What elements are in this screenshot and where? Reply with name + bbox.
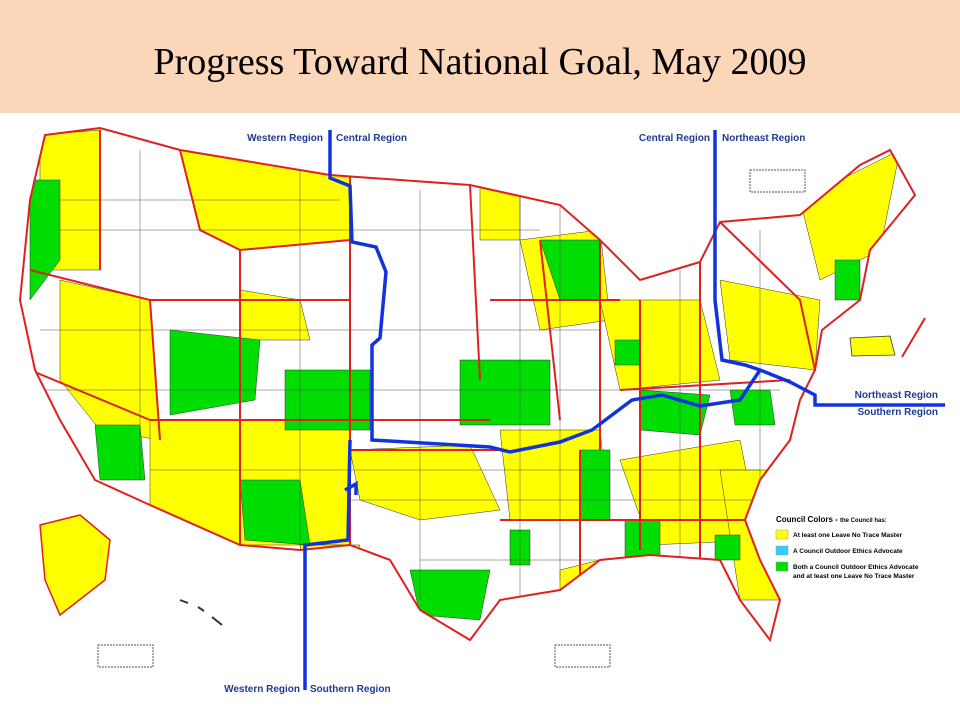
legend-title: Council Colors - the Council has: [776, 515, 887, 524]
inset-box [554, 644, 611, 668]
title: Progress Toward National Goal, May 2009 [153, 41, 806, 83]
legend-label: Both a Council Outdoor Ethics Advocate [793, 564, 919, 571]
region-label: Central Region [639, 133, 710, 144]
inset-box [749, 169, 806, 193]
hawaii [179, 599, 223, 626]
legend-subtitle: the Council has: [840, 518, 887, 524]
region-label: Southern Region [310, 684, 391, 695]
region-label: Western Region [247, 133, 323, 144]
region-label: Southern Region [857, 407, 938, 418]
puerto-rico [849, 335, 896, 357]
legend: Council Colors - the Council has: At lea… [775, 515, 919, 580]
divider [901, 317, 926, 358]
header-band [0, 0, 960, 113]
legend-swatch [775, 529, 789, 540]
legend-label: At least one Leave No Trace Master [793, 532, 903, 539]
legend-title-main: Council Colors - [776, 515, 840, 524]
legend-label: A Council Outdoor Ethics Advocate [793, 548, 903, 555]
alaska [39, 514, 111, 617]
inset-box [97, 644, 154, 668]
legend-swatch [775, 545, 789, 556]
legend-swatch [775, 561, 789, 572]
us-outline [18, 126, 917, 643]
region-boundaries [303, 130, 945, 690]
region-label: Western Region [224, 684, 300, 695]
region-label: Northeast Region [722, 133, 805, 144]
region-label: Central Region [336, 133, 407, 144]
region-label: Northeast Region [855, 390, 938, 401]
legend-label: and at least one Leave No Trace Master [793, 573, 915, 580]
